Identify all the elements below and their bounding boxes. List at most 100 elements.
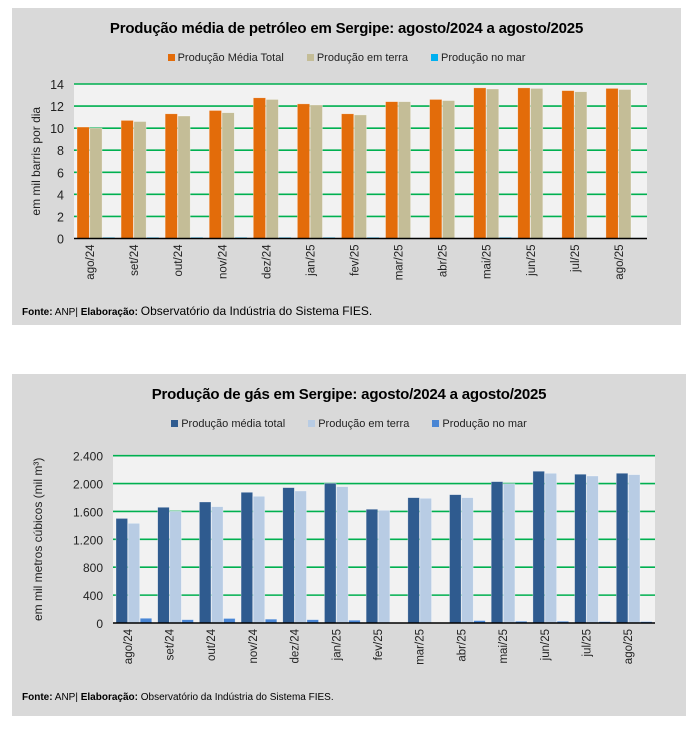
bar-total	[199, 501, 212, 624]
bar-land	[574, 91, 588, 239]
bar-total	[574, 473, 587, 624]
bar-land	[544, 472, 557, 624]
x-tick-label: abr/25	[438, 245, 450, 278]
bar-land	[211, 506, 224, 624]
legend-item-sea: Produção no mar	[432, 418, 527, 430]
bar-land	[530, 88, 544, 239]
y-tick-label: 2	[57, 210, 64, 224]
bar-land	[486, 88, 500, 239]
oil-chart-footer: Fonte: ANP| Elaboração: Observatório da …	[22, 304, 372, 318]
x-tick-label: mai/25	[498, 629, 510, 664]
bar-land	[618, 89, 632, 239]
legend-item-total: Produção média total	[171, 418, 285, 430]
bar-total	[164, 113, 178, 239]
legend-item-sea: Produção no mar	[431, 52, 525, 64]
bar-total	[616, 472, 629, 624]
bar-total	[76, 126, 90, 239]
y-tick-label: 800	[83, 561, 103, 575]
x-tick-label: out/24	[173, 244, 185, 277]
x-tick-label: dez/24	[290, 628, 302, 663]
bar-total	[605, 88, 619, 239]
bar-total	[324, 483, 337, 624]
y-tick-label: 10	[50, 122, 64, 136]
x-tick-label: jul/25	[581, 629, 593, 658]
bar-land	[461, 497, 474, 624]
footer-elab: Observatório da Indústria do Sistema FIE…	[140, 692, 334, 703]
bar-land	[127, 523, 140, 624]
bar-total	[429, 99, 443, 239]
bar-total	[385, 101, 399, 239]
bar-land	[89, 127, 103, 239]
bar-total	[532, 470, 545, 624]
x-tick-label: nov/24	[217, 244, 229, 279]
footer-elab: Observatório da Indústria do Sistema FIE…	[140, 304, 373, 318]
bar-land	[377, 509, 391, 624]
legend-swatch-sea	[432, 420, 440, 427]
bar-land	[628, 474, 641, 624]
x-tick-label: jan/25	[305, 245, 317, 277]
x-tick-label: dez/24	[261, 244, 273, 279]
x-tick-label: mai/25	[482, 245, 494, 280]
bar-total	[115, 518, 128, 624]
y-tick-label: 0	[57, 233, 64, 247]
bar-total	[561, 90, 575, 239]
bar-land	[336, 486, 349, 624]
bar-total	[208, 110, 222, 239]
y-tick-label: 8	[57, 144, 64, 158]
x-tick-label: fev/25	[373, 629, 385, 660]
gas-chart-title: Produção de gás em Sergipe: agosto/2024 …	[151, 386, 547, 403]
x-tick-label: jun/25	[540, 629, 552, 661]
bar-land	[133, 121, 147, 239]
x-tick-label: jul/25	[570, 245, 582, 274]
x-tick-label: jan/25	[331, 629, 343, 661]
x-tick-label: ago/24	[123, 628, 135, 664]
bar-total	[157, 506, 170, 624]
bar-land	[252, 495, 266, 624]
x-tick-label: nov/24	[248, 628, 260, 663]
y-axis-label: em mil metros cúbicos (mil m³)	[31, 458, 45, 621]
legend-item-land: Produção em terra	[306, 52, 408, 64]
x-tick-label: set/24	[165, 628, 177, 660]
bar-total	[407, 497, 420, 624]
bar-land	[265, 99, 279, 239]
oil-bar-chart: 0 2 4 6 8 10 12 14 em mil barris por dia ago/24 se…	[29, 78, 647, 281]
footer-elab-label: Elaboração:	[80, 692, 138, 703]
legend-label: Produção média total	[181, 418, 286, 430]
bar-land	[221, 112, 235, 239]
legend-swatch-total	[167, 54, 175, 61]
x-tick-label: jun/25	[526, 245, 538, 277]
bar-land	[442, 100, 455, 239]
x-tick-label: ago/25	[623, 629, 635, 664]
bar-total	[341, 113, 355, 239]
y-tick-label: 4	[57, 188, 64, 202]
bar-total	[253, 97, 266, 239]
footer-source: ANP|	[54, 692, 78, 703]
gas-chart-legend: Produção média total Produção em terra P…	[12, 418, 686, 430]
bar-total	[365, 508, 379, 624]
bar-total	[517, 87, 531, 239]
footer-source-label: Fonte:	[22, 307, 53, 318]
legend-swatch-sea	[431, 54, 439, 61]
x-tick-label: mar/25	[394, 245, 406, 281]
gas-chart-footer: Fonte: ANP| Elaboração: Observatório da …	[22, 692, 334, 703]
oil-chart-title: Produção média de petróleo em Sergipe: a…	[109, 20, 584, 37]
bar-land	[419, 497, 432, 624]
bar-total	[240, 491, 253, 624]
bar-land	[169, 510, 182, 624]
y-tick-label: 12	[50, 100, 64, 114]
legend-label: Produção no mar	[441, 52, 526, 64]
bar-land	[586, 475, 599, 624]
oil-chart-legend: Produção Média Total Produção em terra P…	[12, 52, 681, 64]
y-tick-label: 1.600	[73, 505, 103, 519]
bar-total	[490, 481, 504, 624]
x-tick-label: out/24	[206, 628, 218, 661]
bar-total	[282, 487, 295, 624]
y-tick-label: 2.400	[73, 450, 103, 464]
footer-elab-label: Elaboração:	[80, 307, 138, 318]
bar-total	[473, 87, 487, 239]
legend-label: Produção Média Total	[177, 52, 284, 64]
x-tick-label: mar/25	[415, 629, 427, 665]
gas-bar-chart: 0 400 800 1.200 1.600 2.000 2.400 em mil metros…	[31, 450, 655, 665]
x-tick-label: abr/25	[456, 629, 468, 662]
bar-land	[177, 115, 191, 239]
